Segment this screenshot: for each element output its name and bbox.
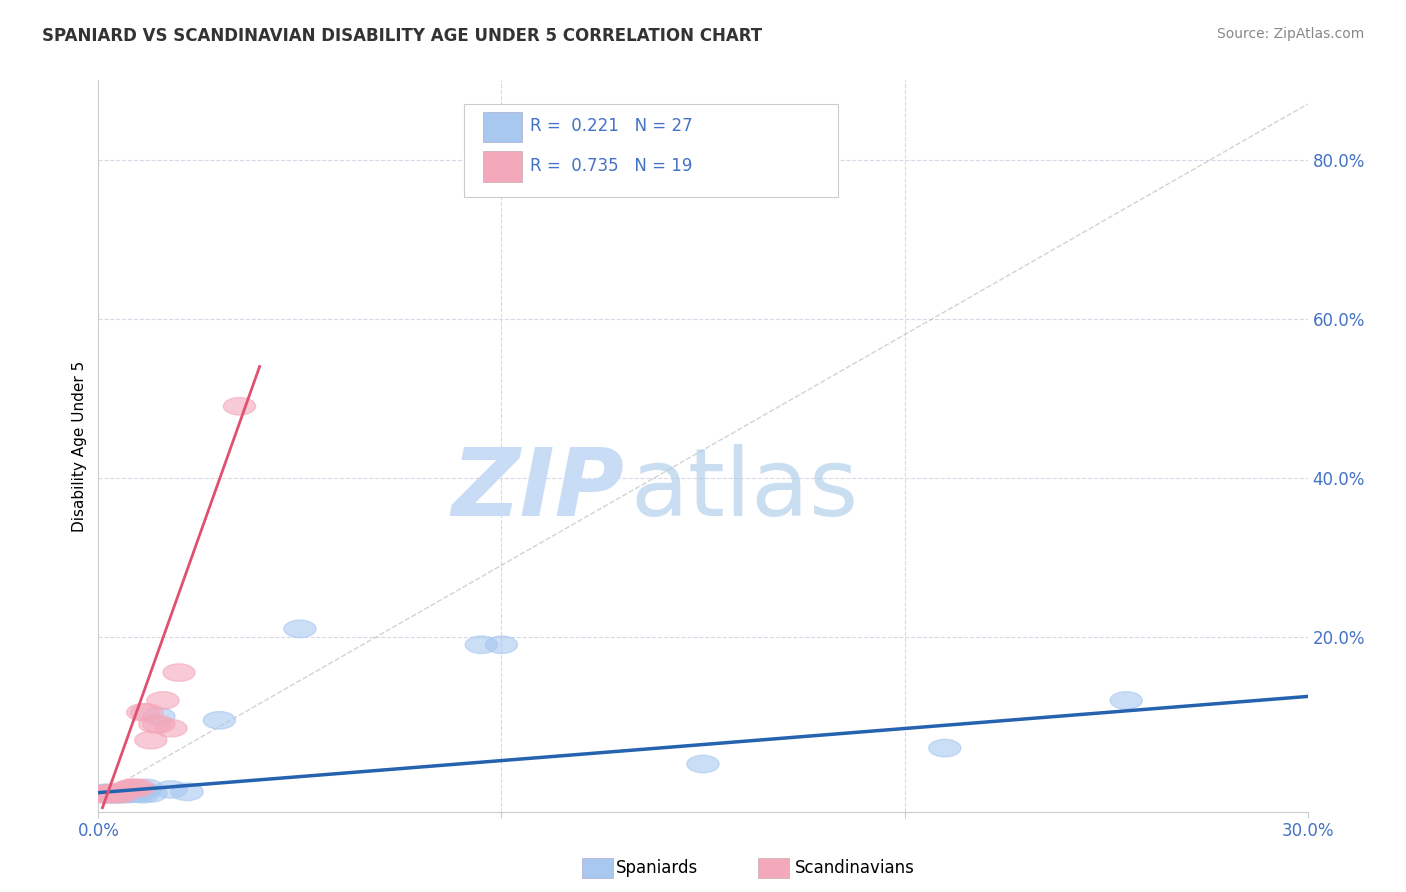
FancyBboxPatch shape bbox=[464, 103, 838, 197]
Ellipse shape bbox=[143, 707, 174, 725]
Ellipse shape bbox=[127, 786, 159, 803]
Ellipse shape bbox=[98, 784, 131, 801]
Ellipse shape bbox=[172, 783, 204, 801]
Ellipse shape bbox=[94, 786, 127, 803]
Text: Scandinavians: Scandinavians bbox=[794, 859, 914, 877]
Ellipse shape bbox=[465, 636, 498, 654]
Ellipse shape bbox=[118, 785, 150, 802]
Text: Source: ZipAtlas.com: Source: ZipAtlas.com bbox=[1216, 27, 1364, 41]
Ellipse shape bbox=[929, 739, 960, 756]
Ellipse shape bbox=[90, 786, 122, 803]
Ellipse shape bbox=[103, 785, 135, 802]
Text: R =  0.221   N = 27: R = 0.221 N = 27 bbox=[530, 118, 693, 136]
Ellipse shape bbox=[107, 785, 139, 802]
Ellipse shape bbox=[127, 704, 159, 721]
Ellipse shape bbox=[155, 720, 187, 737]
Ellipse shape bbox=[103, 786, 135, 803]
Ellipse shape bbox=[90, 784, 122, 801]
FancyBboxPatch shape bbox=[482, 112, 522, 143]
Ellipse shape bbox=[114, 779, 146, 797]
FancyBboxPatch shape bbox=[482, 152, 522, 182]
Ellipse shape bbox=[111, 780, 143, 798]
Ellipse shape bbox=[94, 785, 127, 802]
Ellipse shape bbox=[98, 786, 131, 803]
Ellipse shape bbox=[103, 786, 135, 803]
Ellipse shape bbox=[114, 785, 146, 802]
Text: Spaniards: Spaniards bbox=[616, 859, 697, 877]
Ellipse shape bbox=[688, 756, 718, 772]
Ellipse shape bbox=[86, 786, 118, 803]
Ellipse shape bbox=[122, 785, 155, 802]
Text: atlas: atlas bbox=[630, 444, 859, 536]
Ellipse shape bbox=[122, 779, 155, 797]
Ellipse shape bbox=[135, 731, 167, 749]
Ellipse shape bbox=[284, 620, 316, 638]
Ellipse shape bbox=[135, 785, 167, 802]
Text: SPANIARD VS SCANDINAVIAN DISABILITY AGE UNDER 5 CORRELATION CHART: SPANIARD VS SCANDINAVIAN DISABILITY AGE … bbox=[42, 27, 762, 45]
Ellipse shape bbox=[118, 779, 150, 797]
Ellipse shape bbox=[131, 704, 163, 721]
Ellipse shape bbox=[155, 780, 187, 798]
Ellipse shape bbox=[163, 664, 195, 681]
Y-axis label: Disability Age Under 5: Disability Age Under 5 bbox=[72, 360, 87, 532]
Ellipse shape bbox=[86, 785, 118, 802]
Ellipse shape bbox=[111, 786, 143, 803]
Ellipse shape bbox=[204, 712, 235, 729]
Ellipse shape bbox=[146, 691, 179, 709]
Ellipse shape bbox=[107, 785, 139, 802]
Ellipse shape bbox=[143, 715, 174, 733]
Ellipse shape bbox=[94, 786, 127, 803]
Ellipse shape bbox=[1111, 691, 1142, 709]
Ellipse shape bbox=[485, 636, 517, 654]
Ellipse shape bbox=[98, 785, 131, 802]
Text: R =  0.735   N = 19: R = 0.735 N = 19 bbox=[530, 157, 693, 175]
Ellipse shape bbox=[224, 398, 256, 415]
Ellipse shape bbox=[131, 779, 163, 797]
Ellipse shape bbox=[90, 785, 122, 802]
Text: ZIP: ZIP bbox=[451, 444, 624, 536]
Ellipse shape bbox=[139, 715, 172, 733]
